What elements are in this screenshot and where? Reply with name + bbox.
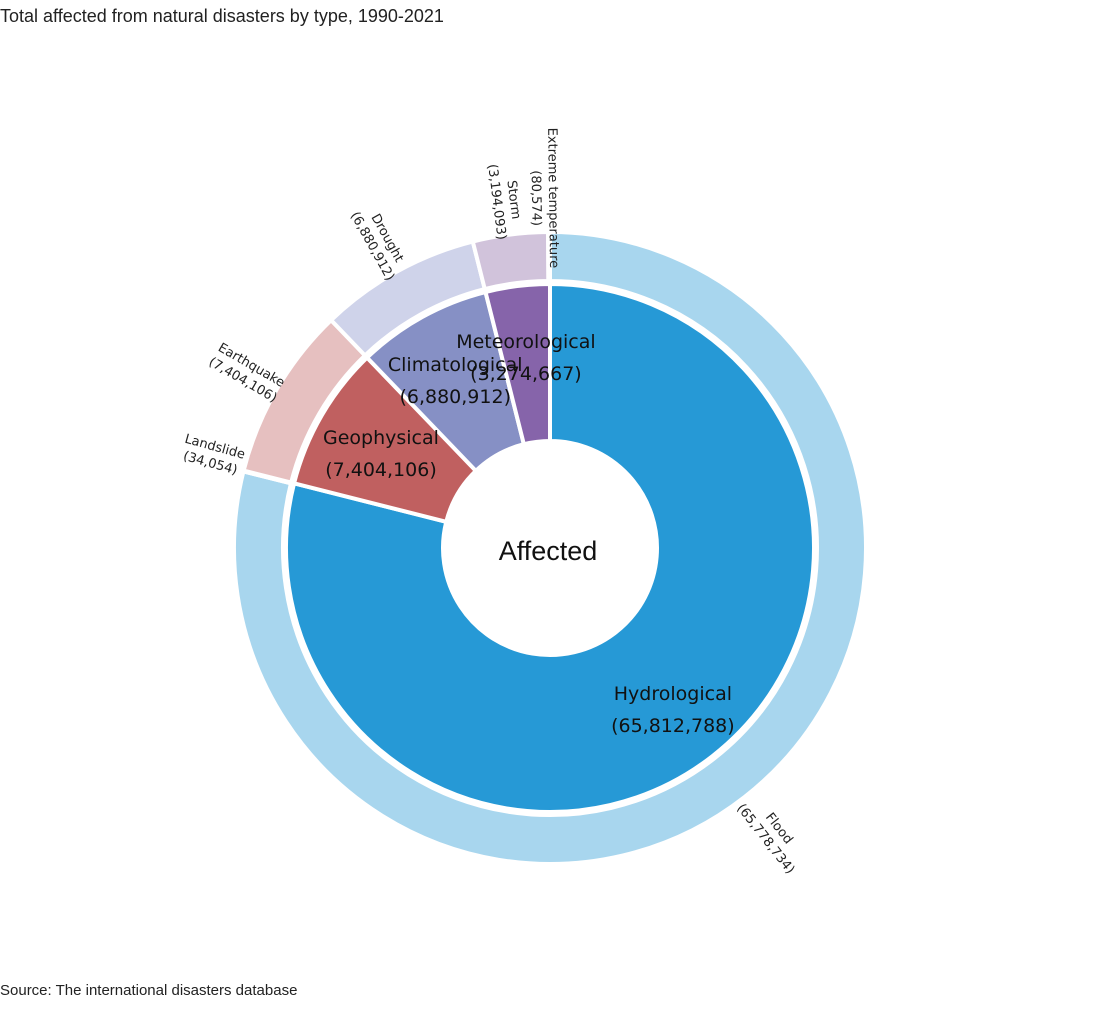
inner-label-meteorological: Meteorological (3,274,667)	[456, 331, 595, 385]
inner-label-hydrological: Hydrological (65,812,788)	[611, 683, 735, 737]
outer-label-extreme-temperature: Extreme temperature(80,574)	[527, 128, 561, 269]
chart-title: Total affected from natural disasters by…	[0, 6, 444, 26]
outer-label-storm: Storm(3,194,093)	[484, 161, 525, 241]
outer-label-landslide: Landslide(34,054)	[178, 432, 246, 479]
outer-ring	[232, 229, 868, 866]
inner-slice-meteorological	[483, 281, 552, 447]
outer-slice-extreme-temperature	[546, 229, 552, 284]
outer-slice-storm	[470, 229, 551, 292]
outer-label-flood: Flood(65,778,734)	[733, 791, 810, 877]
inner-slice-hydrological	[284, 281, 816, 814]
inner-ring-labels: Hydrological (65,812,788) Geophysical (7,40…	[323, 331, 735, 737]
inner-label-geophysical: Geophysical (7,404,106)	[323, 427, 439, 481]
inner-label-climatological: Climatological (6,880,912)	[388, 354, 523, 408]
outer-label-earthquake: Earthquake(7,404,106)	[206, 340, 288, 406]
chart-source: Source: The international disasters data…	[0, 982, 298, 999]
center-label: Affected	[499, 536, 598, 566]
inner-ring	[284, 281, 816, 814]
outer-slice-flood	[232, 229, 868, 866]
